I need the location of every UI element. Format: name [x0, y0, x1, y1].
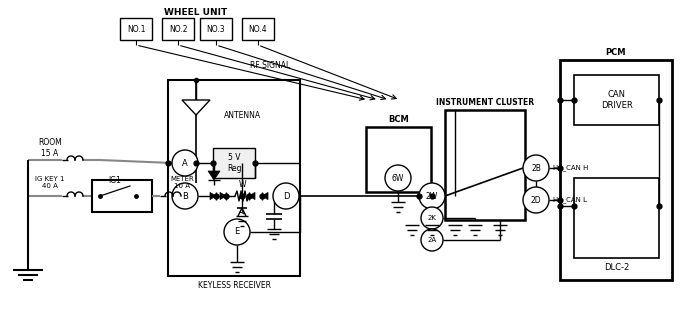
Bar: [92, 180, 152, 212]
Bar: [445, 110, 525, 220]
Circle shape: [172, 183, 198, 209]
Text: E: E: [235, 227, 239, 236]
Circle shape: [421, 229, 443, 251]
Bar: [242, 18, 274, 40]
Text: ROOM
15 A: ROOM 15 A: [38, 138, 62, 158]
Bar: [213, 148, 255, 178]
Text: A: A: [182, 159, 188, 167]
Circle shape: [385, 165, 411, 191]
Polygon shape: [220, 192, 226, 200]
Text: HS_CAN L: HS_CAN L: [553, 197, 587, 203]
Text: METER
10 A: METER 10 A: [170, 175, 194, 188]
Bar: [120, 18, 152, 40]
Text: W: W: [238, 179, 246, 188]
Text: NO.3: NO.3: [207, 24, 225, 33]
Text: 6W: 6W: [392, 173, 404, 182]
Text: IG KEY 1
40 A: IG KEY 1 40 A: [36, 175, 65, 188]
Text: 2D: 2D: [531, 195, 541, 204]
Polygon shape: [182, 100, 210, 115]
Bar: [162, 18, 194, 40]
Text: KEYLESS RECEIVER: KEYLESS RECEIVER: [198, 282, 270, 291]
Circle shape: [419, 183, 445, 209]
Polygon shape: [210, 192, 216, 200]
Text: NO.1: NO.1: [127, 24, 145, 33]
Text: IG1: IG1: [109, 175, 122, 184]
Text: RF SIGNAL: RF SIGNAL: [250, 60, 290, 69]
Text: PCM: PCM: [606, 47, 627, 56]
Text: NO.4: NO.4: [249, 24, 267, 33]
Bar: [366, 127, 431, 192]
Circle shape: [421, 207, 443, 229]
Circle shape: [273, 183, 299, 209]
Text: DLC-2: DLC-2: [604, 264, 629, 273]
Text: 2A: 2A: [428, 237, 436, 243]
Circle shape: [172, 150, 198, 176]
Text: 2W: 2W: [426, 191, 438, 200]
Text: HS_CAN H: HS_CAN H: [553, 165, 588, 171]
Text: NO.2: NO.2: [169, 24, 187, 33]
Circle shape: [523, 155, 549, 181]
Polygon shape: [208, 171, 220, 180]
Text: 2B: 2B: [531, 164, 541, 172]
Bar: [168, 80, 300, 276]
Circle shape: [523, 187, 549, 213]
Text: WHEEL UNIT: WHEEL UNIT: [164, 7, 228, 16]
Bar: [560, 60, 672, 280]
Text: CAN
DRIVER: CAN DRIVER: [601, 90, 633, 110]
Bar: [574, 178, 659, 258]
Text: ANTENNA: ANTENNA: [224, 111, 261, 120]
Polygon shape: [249, 192, 255, 200]
Polygon shape: [262, 192, 268, 200]
Bar: [200, 18, 232, 40]
Text: B: B: [182, 191, 188, 200]
Text: 2K: 2K: [428, 215, 436, 221]
Bar: [574, 75, 659, 125]
Text: 5 V
Reg: 5 V Reg: [227, 153, 241, 173]
Text: BCM: BCM: [388, 115, 409, 124]
Circle shape: [224, 219, 250, 245]
Text: D: D: [282, 191, 289, 200]
Text: INSTRUMENT CLUSTER: INSTRUMENT CLUSTER: [436, 98, 534, 107]
